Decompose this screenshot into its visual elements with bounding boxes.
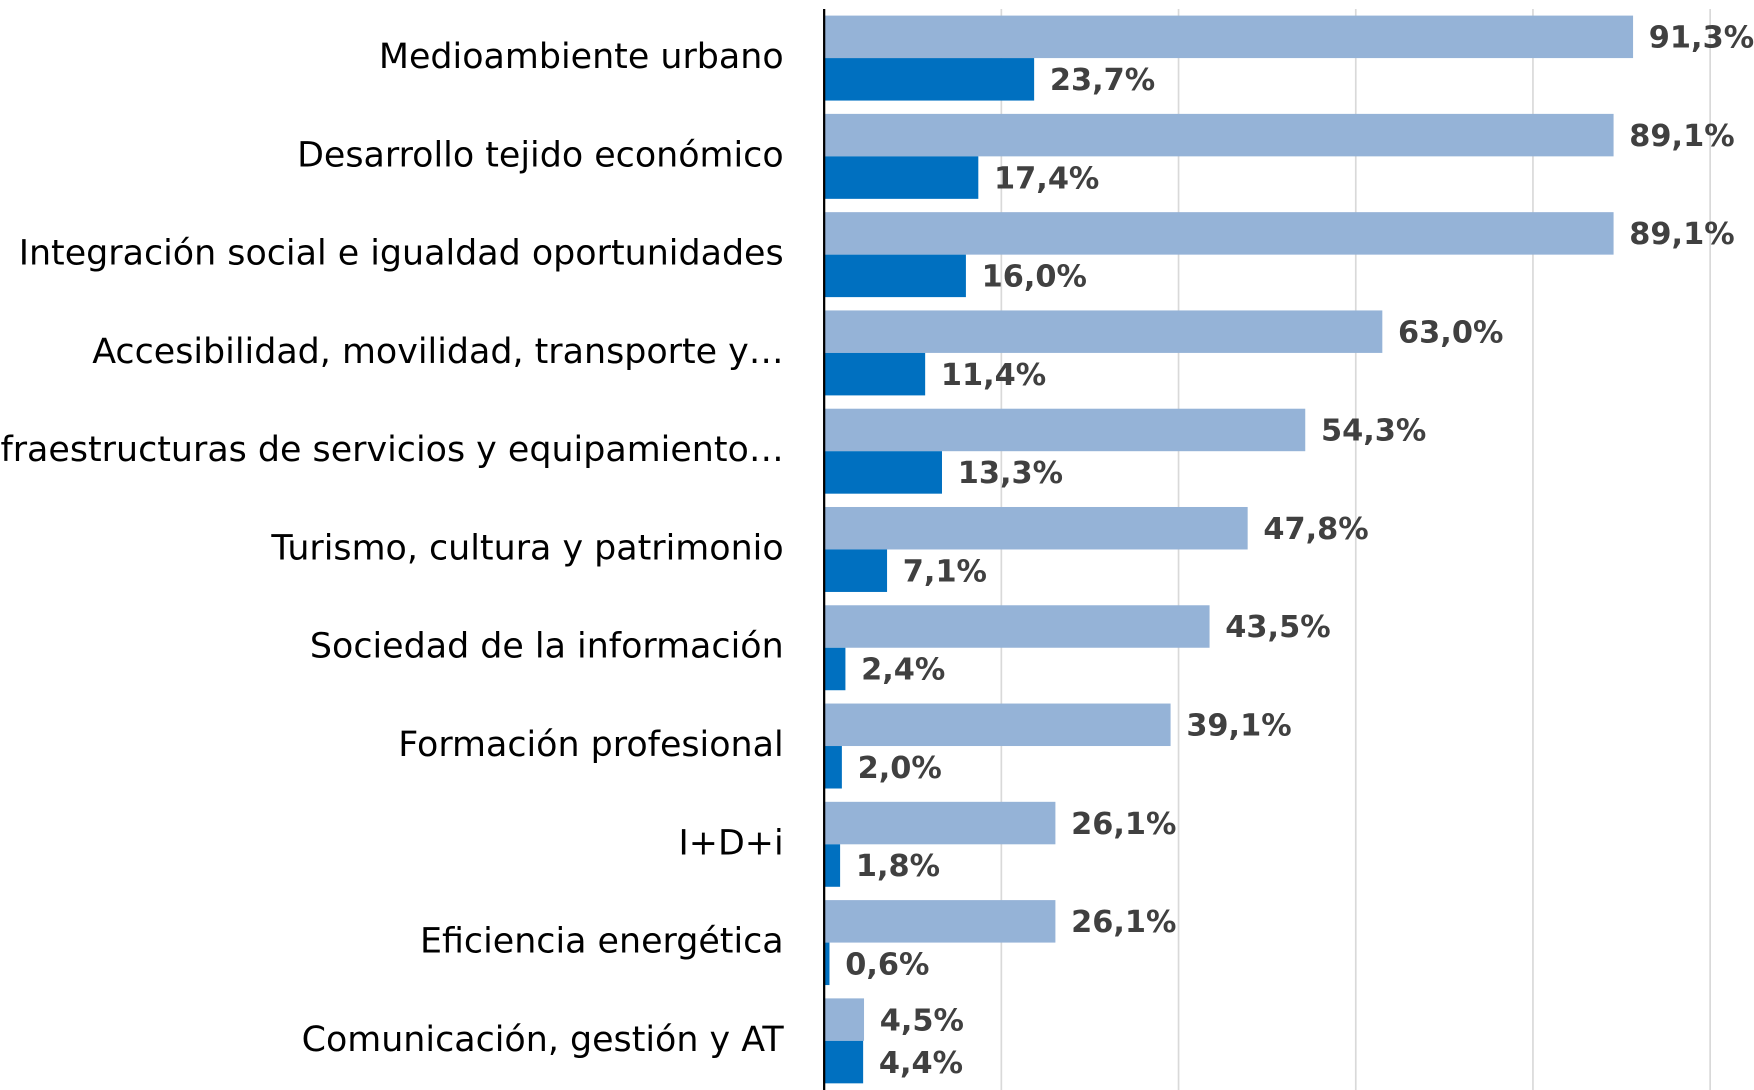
y-tick-label: Medioambiente urbano [379, 37, 784, 77]
bar [824, 156, 979, 199]
data-label: 26,1% [1071, 905, 1176, 940]
bar [824, 549, 888, 592]
data-label: 89,1% [1629, 119, 1734, 154]
y-tick-label: Integración social e igualdad oportunida… [19, 234, 784, 274]
data-label: 2,0% [858, 751, 942, 786]
y-tick-label: Infraestructuras de servicios y equipami… [0, 430, 784, 470]
y-tick-label: I+D+i [678, 823, 783, 863]
bar [824, 15, 1634, 59]
data-label: 54,3% [1321, 414, 1426, 449]
y-tick-label: Sociedad de la información [310, 627, 784, 667]
bar [824, 58, 1035, 101]
data-label: 0,6% [845, 948, 929, 983]
data-label: 7,1% [903, 555, 987, 590]
data-label: 4,5% [880, 1003, 964, 1038]
y-tick-label: Formación profesional [398, 725, 783, 765]
bar [824, 254, 966, 298]
data-label: 4,4% [879, 1046, 963, 1081]
data-label: 63,0% [1398, 315, 1503, 350]
bar [824, 998, 865, 1041]
data-label: 47,8% [1263, 512, 1368, 547]
bar [824, 451, 942, 494]
data-label: 11,4% [941, 358, 1046, 393]
data-label: 23,7% [1050, 63, 1155, 98]
bar [824, 900, 1056, 943]
bar [824, 844, 841, 887]
bar [824, 605, 1210, 648]
bar [824, 352, 926, 396]
data-label: 1,8% [856, 849, 940, 884]
y-tick-label: Eficiencia energética [420, 922, 784, 962]
data-label: 43,5% [1225, 610, 1330, 645]
bar [824, 942, 830, 986]
y-tick-label: Desarrollo tejido económico [297, 135, 784, 175]
data-label: 2,4% [861, 653, 945, 688]
bar [824, 506, 1248, 550]
y-tick-label: Turismo, cultura y patrimonio [270, 529, 783, 569]
data-label: 16,0% [982, 260, 1087, 295]
bar [824, 746, 842, 789]
data-label: 13,3% [958, 456, 1063, 491]
bar [824, 113, 1614, 157]
y-tick-label: Accesibilidad, movilidad, transporte y… [92, 332, 783, 372]
data-label: 89,1% [1629, 217, 1734, 252]
data-label: 91,3% [1649, 21, 1754, 56]
y-tick-label: Comunicación, gestión y AT [302, 1020, 785, 1060]
bar [824, 703, 1171, 747]
bar [824, 647, 846, 691]
bar [824, 212, 1614, 255]
data-label: 17,4% [994, 161, 1099, 196]
bar [824, 1040, 864, 1084]
bar [824, 408, 1306, 452]
bar [824, 310, 1383, 353]
data-label: 39,1% [1186, 709, 1291, 744]
bar [824, 801, 1056, 845]
data-label: 26,1% [1071, 807, 1176, 842]
